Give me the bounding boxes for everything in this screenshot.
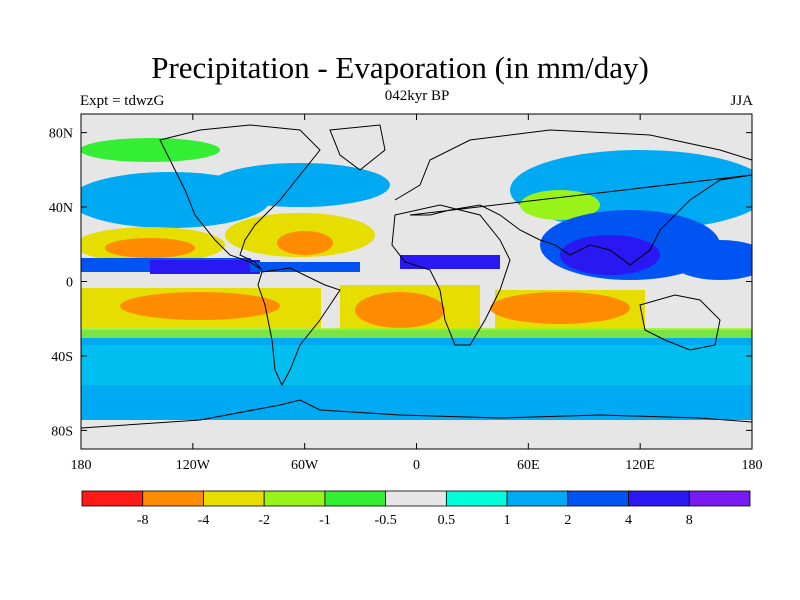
x-tick-label: 120E <box>625 458 655 473</box>
coastline-eurasia <box>394 129 752 266</box>
time-label: 042kyr BP <box>384 88 450 104</box>
page-title: Precipitation - Evaporation (in mm/day) <box>151 50 649 85</box>
x-tick-label: 0 <box>413 458 420 473</box>
x-tick-label: 60E <box>517 458 540 473</box>
legend-swatch <box>324 490 387 507</box>
x-tick-label: 60W <box>291 458 319 473</box>
legend-label: 1 <box>504 513 511 528</box>
legend-swatch <box>688 490 751 507</box>
coastline-greenland <box>329 124 386 171</box>
y-tick-label: 40N <box>49 201 73 216</box>
y-tick-label: 0 <box>66 276 73 291</box>
x-tick-label: 120W <box>176 458 211 473</box>
coastline-antarctica <box>81 399 752 429</box>
legend-label: -1 <box>319 513 331 528</box>
legend-label: 8 <box>686 513 693 528</box>
legend-swatch <box>385 490 447 507</box>
legend-swatch <box>567 490 629 507</box>
coastline-africa <box>391 204 511 346</box>
x-tick-label: 180 <box>71 458 92 473</box>
coastlines <box>81 124 752 429</box>
y-tick-label: 80S <box>51 424 73 439</box>
legend-label: -0.5 <box>375 513 397 528</box>
y-tick-label: 80N <box>49 127 73 142</box>
legend-swatch <box>445 490 508 507</box>
color-legend: -8 -4 -2 -1 -0.5 0.5 1 2 4 8 <box>81 490 751 528</box>
coastline-north-america <box>159 124 321 271</box>
legend-label: -2 <box>258 513 270 528</box>
coastline-south-america <box>257 267 341 387</box>
experiment-label: Expt = tdwzG <box>80 93 165 109</box>
season-label: JJA <box>730 93 753 109</box>
legend-swatch <box>263 490 326 507</box>
axis-ticks: 180 120W 60W 0 60E 120E 180 80N 40N 0 40S 80S <box>49 114 763 473</box>
legend-label: -4 <box>198 513 210 528</box>
x-tick-label: 180 <box>742 458 763 473</box>
coastline-australia <box>639 294 721 351</box>
legend-label: 2 <box>564 513 571 528</box>
legend-swatch <box>142 490 204 507</box>
precip-evap-field <box>81 114 752 449</box>
legend-label: -8 <box>137 513 149 528</box>
y-tick-label: 40S <box>51 350 73 365</box>
legend-swatch <box>81 490 144 507</box>
legend-swatch <box>628 490 690 507</box>
legend-swatch <box>506 490 569 507</box>
legend-label: 4 <box>625 513 632 528</box>
legend-swatch <box>203 490 265 507</box>
legend-label: 0.5 <box>438 513 456 528</box>
